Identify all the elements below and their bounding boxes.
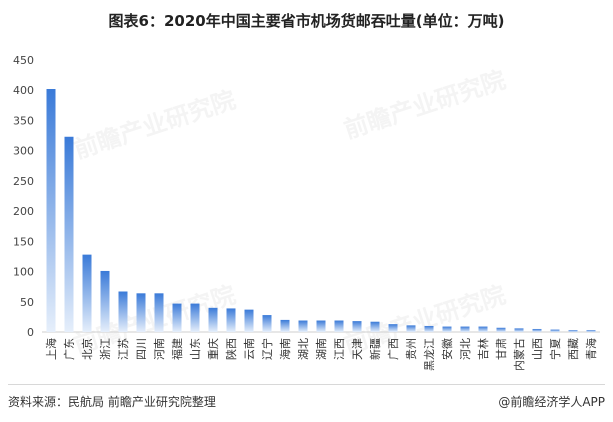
bar-18 <box>370 321 380 332</box>
bar-15 <box>316 320 326 332</box>
source-note: 资料来源：民航局 前瞻产业研究院整理 <box>8 395 216 409</box>
y-tick-label-4: 200 <box>13 205 34 218</box>
y-tick-label-3: 150 <box>13 235 34 248</box>
x-tick-label-7: 福建 <box>170 338 184 360</box>
bar-10 <box>226 308 236 332</box>
x-tick-label-24: 吉林 <box>476 338 490 360</box>
bar-30 <box>586 330 596 332</box>
x-tick-label-20: 贵州 <box>405 338 418 360</box>
x-tick-label-21: 黑龙江 <box>423 338 436 371</box>
bar-26 <box>514 328 524 332</box>
x-tick-label-12: 辽宁 <box>260 338 274 360</box>
bar-0 <box>46 89 56 332</box>
bar-12 <box>262 315 272 332</box>
x-tick-label-1: 广东 <box>63 338 76 360</box>
bar-14 <box>298 320 308 332</box>
y-tick-label-2: 100 <box>13 266 34 279</box>
x-tick-label-23: 河北 <box>459 338 472 360</box>
y-tick-label-1: 50 <box>20 296 34 309</box>
x-tick-label-13: 海南 <box>278 338 292 360</box>
bars <box>46 89 596 332</box>
y-tick-label-6: 300 <box>13 145 34 158</box>
bar-17 <box>352 321 362 332</box>
bar-27 <box>532 328 542 332</box>
bar-13 <box>280 319 290 332</box>
bar-25 <box>496 327 506 332</box>
bar-2 <box>82 254 92 332</box>
x-tick-label-30: 青海 <box>584 338 598 360</box>
bar-28 <box>550 329 560 332</box>
bar-1 <box>64 136 74 332</box>
bar-7 <box>172 303 182 332</box>
bar-6 <box>154 293 164 332</box>
bar-chart: 0 50 100 150 200 250 300 350 400 450 上海 广东 北京 浙江 江苏 四川… <box>13 54 600 371</box>
x-tick-label-28: 宁夏 <box>548 338 562 360</box>
x-tick-label-2: 北京 <box>80 338 94 360</box>
bar-19 <box>388 324 398 332</box>
y-tick-label-5: 250 <box>13 175 34 188</box>
brand-credit: @前瞻经济学人APP <box>498 395 605 409</box>
x-axis: 上海 广东 北京 浙江 江苏 四川 河南 福建 山东 重庆 陕西 云南 辽宁 海南 湖北 湖南 江西 天津 新疆 广西… <box>44 338 598 371</box>
x-tick-label-29: 西藏 <box>567 338 580 360</box>
x-tick-label-27: 山西 <box>531 338 544 360</box>
x-tick-label-10: 陕西 <box>224 338 238 360</box>
bar-16 <box>334 320 344 332</box>
bar-24 <box>478 326 488 332</box>
x-tick-label-22: 安徽 <box>440 338 454 360</box>
x-tick-label-17: 天津 <box>351 338 364 360</box>
x-tick-label-11: 云南 <box>243 338 256 360</box>
y-tick-label-0: 0 <box>27 326 34 339</box>
bar-3 <box>100 270 110 332</box>
footer-divider <box>8 384 605 385</box>
y-tick-label-8: 400 <box>13 84 34 97</box>
x-tick-label-15: 湖南 <box>315 338 328 360</box>
x-tick-label-25: 甘肃 <box>495 338 508 360</box>
x-tick-label-4: 江苏 <box>117 338 130 360</box>
bar-9 <box>208 307 218 332</box>
bar-5 <box>136 293 146 332</box>
bar-29 <box>568 330 578 332</box>
bar-8 <box>190 303 200 332</box>
bar-4 <box>118 291 128 332</box>
bar-21 <box>424 325 434 332</box>
bar-20 <box>406 325 416 332</box>
y-tick-label-7: 350 <box>13 114 34 127</box>
x-tick-label-14: 湖北 <box>297 338 310 360</box>
bar-11 <box>244 309 254 332</box>
x-tick-label-8: 山东 <box>189 338 202 360</box>
x-tick-label-0: 上海 <box>44 338 58 360</box>
x-tick-label-5: 四川 <box>135 338 148 360</box>
x-tick-label-3: 浙江 <box>99 338 112 360</box>
bar-22 <box>442 326 452 332</box>
x-tick-label-9: 重庆 <box>206 338 220 360</box>
x-tick-label-16: 江西 <box>333 338 346 360</box>
x-tick-label-19: 广西 <box>387 338 400 360</box>
chart-title: 图表6：2020年中国主要省市机场货邮吞吐量(单位：万吨) <box>108 12 505 30</box>
x-tick-label-18: 新疆 <box>368 338 382 360</box>
y-tick-label-9: 450 <box>13 54 34 67</box>
x-tick-label-6: 河南 <box>153 338 166 360</box>
bar-23 <box>460 326 470 332</box>
x-tick-label-26: 内蒙古 <box>512 338 526 371</box>
